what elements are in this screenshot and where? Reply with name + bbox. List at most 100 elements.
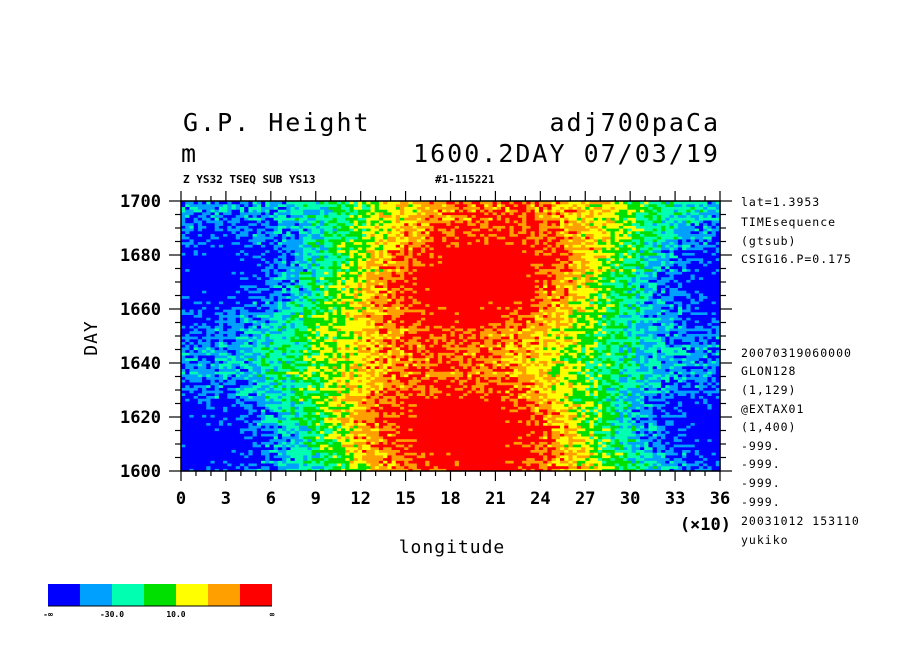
heatmap-cell [589,454,595,459]
heatmap-cell [471,427,477,432]
heatmap-cell [602,425,607,429]
heatmap-cell [395,371,401,375]
heatmap-cell [261,454,266,459]
heatmap-cell [534,422,540,426]
heatmap-cell [627,408,633,413]
heatmap-cell [576,441,582,445]
heatmap-cell [677,460,683,464]
heatmap-cell [408,438,414,442]
heatmap-cell [698,441,704,445]
heatmap-cell [644,376,650,380]
heatmap-cell [652,444,658,448]
heatmap-cell [555,390,561,394]
heatmap-cell [345,403,351,407]
heatmap-cell [551,430,557,434]
heatmap-cell [265,365,271,369]
heatmap-cell [442,425,447,429]
heatmap-cell [353,408,359,413]
heatmap-cell [324,422,329,426]
heatmap-cell [576,408,582,413]
heatmap-cell [235,422,241,426]
heatmap-cell [564,398,570,402]
heatmap-cell [311,376,317,380]
heatmap-cell [235,365,241,369]
heatmap-cell [677,365,683,369]
heatmap-cell [370,400,376,405]
heatmap-cell [694,452,700,456]
heatmap-cell [399,398,405,402]
heatmap-cell [589,384,595,388]
heatmap-cell [513,441,519,445]
heatmap-cell [652,465,658,469]
heatmap-cell [501,425,506,429]
heatmap-cell [703,427,708,432]
heatmap-cell [383,468,388,472]
heatmap-cell [627,403,633,407]
heatmap-cell [568,419,574,423]
heatmap-cell [690,371,696,375]
heatmap-cell [446,376,452,380]
heatmap-cell [454,422,460,426]
heatmap-cell [391,387,397,391]
heatmap-cell [378,400,384,405]
heatmap-cell [639,417,645,421]
heatmap-cell [193,452,199,456]
heatmap-cell [378,414,384,418]
heatmap-cell [488,433,494,437]
heatmap-cell [686,373,692,378]
heatmap-cell [627,438,633,442]
heatmap-cell [425,468,431,472]
heatmap-cell [530,425,536,429]
heatmap-cell [210,454,216,459]
heatmap-cell [218,446,224,450]
heatmap-cell [345,390,351,394]
heatmap-cell [408,384,414,388]
heatmap-cell [223,414,228,418]
heatmap-cell [597,373,603,378]
heatmap-cell [635,468,641,472]
heatmap-cell [357,425,363,429]
heatmap-cell [467,406,473,410]
heatmap-cell [223,433,228,437]
heatmap-cell [450,384,456,388]
heatmap-cell [694,406,700,410]
heatmap-cell [408,452,414,456]
heatmap-cell [639,438,645,442]
heatmap-cell [564,427,570,432]
heatmap-cell [538,446,544,450]
heatmap-cell [610,454,616,459]
heatmap-cell [244,373,249,378]
heatmap-cell [513,425,519,429]
heatmap-cell [682,446,687,450]
heatmap-cell [669,373,675,378]
heatmap-cell [290,452,296,456]
heatmap-cell [252,387,258,391]
heatmap-cell [307,406,313,410]
heatmap-cell [513,403,519,407]
heatmap-cell [698,422,704,426]
heatmap-cell [378,406,384,410]
heatmap-cell [564,376,570,380]
heatmap-cell [631,395,637,399]
heatmap-cell [526,398,532,402]
heatmap-cell [433,422,439,426]
heatmap-cell [319,414,325,418]
heatmap-cell [690,387,696,391]
heatmap-cell [387,465,393,469]
heatmap-cell [627,441,633,445]
heatmap-cell [223,390,228,394]
heatmap-cell [442,430,447,434]
heatmap-cell [682,379,687,383]
heatmap-cell [564,400,570,405]
heatmap-cell [408,460,414,464]
heatmap-cell [307,390,313,394]
heatmap-cell [277,371,283,375]
heatmap-cell [458,468,464,472]
heatmap-cell [214,400,220,405]
heatmap-cell [471,430,477,434]
heatmap-cell [231,387,237,391]
heatmap-cell [412,390,418,394]
heatmap-cell [707,449,713,453]
heatmap-cell [336,422,342,426]
heatmap-cell [315,381,321,386]
